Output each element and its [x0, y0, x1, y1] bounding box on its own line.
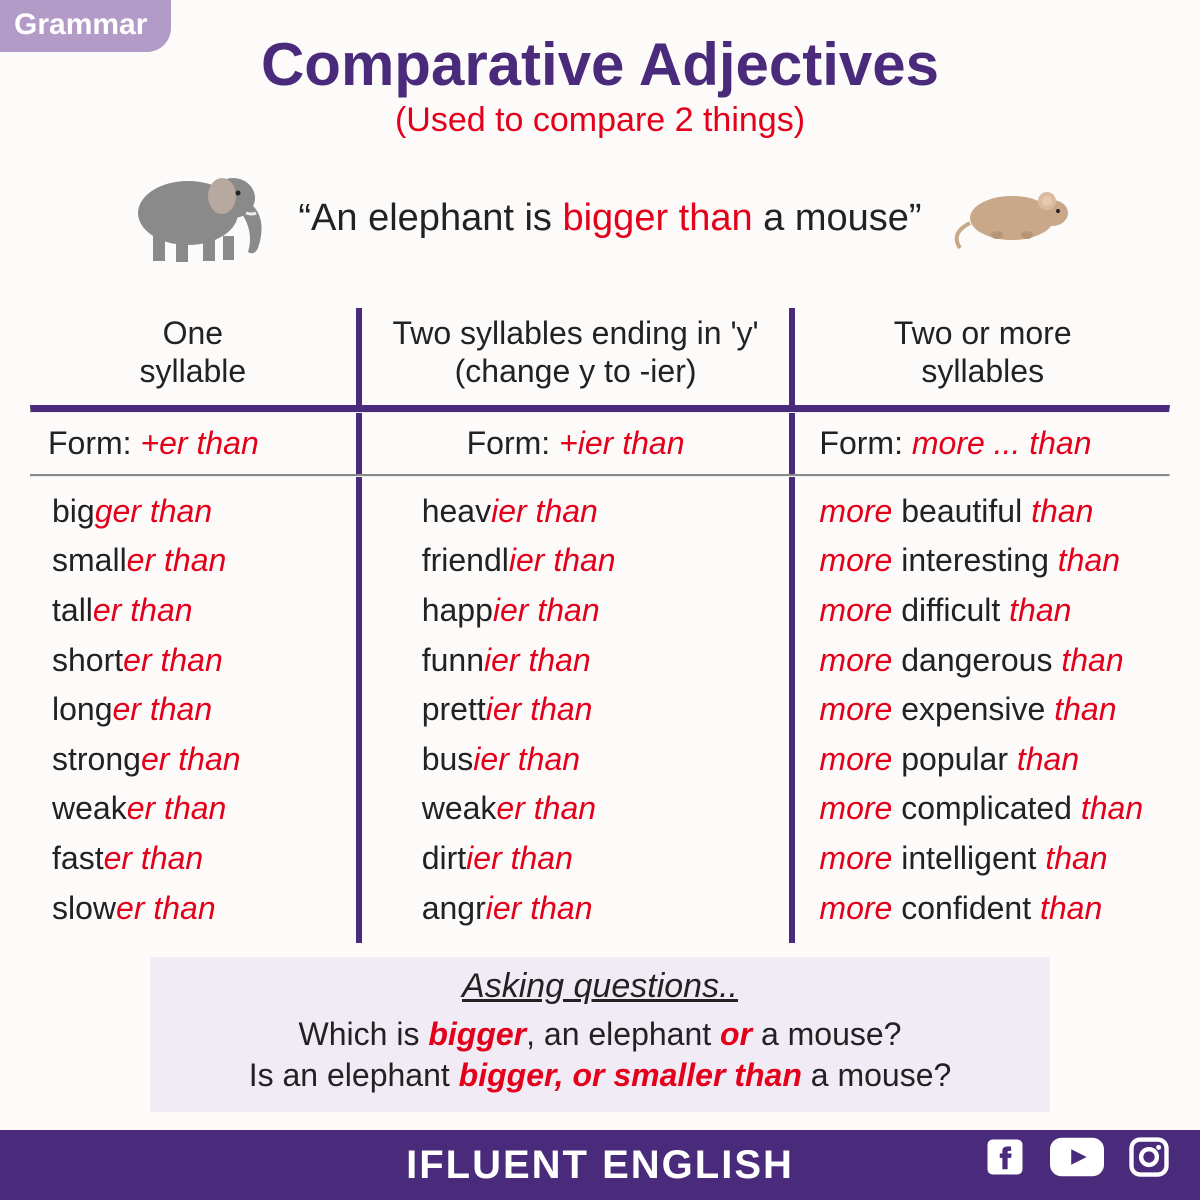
table-row: more difficult than: [819, 586, 1152, 636]
questions-box: Asking questions.. Which is bigger, an e…: [150, 957, 1050, 1112]
facebook-icon[interactable]: [984, 1136, 1026, 1188]
table-row: busier than: [422, 735, 772, 785]
grammar-tag: Grammar: [0, 0, 171, 52]
words-row: bigger thansmaller thantaller thanshorte…: [30, 477, 1170, 943]
comparison-table: One syllable Two syllables ending in 'y'…: [30, 308, 1170, 943]
table-row: more interesting than: [819, 536, 1152, 586]
table-row: more confident than: [819, 884, 1152, 934]
table-row: slower than: [52, 884, 338, 934]
table-row: more expensive than: [819, 685, 1152, 735]
table-row: faster than: [52, 834, 338, 884]
page-subtitle: (Used to compare 2 things): [0, 101, 1200, 140]
table-row: more complicated than: [819, 784, 1152, 834]
table-row: longer than: [52, 685, 338, 735]
table-row: weaker than: [422, 784, 772, 834]
elephant-icon: [118, 158, 268, 278]
table-row: more dangerous than: [819, 636, 1152, 686]
form-col1: Form: +er than: [30, 413, 356, 474]
social-icons: [984, 1136, 1170, 1188]
table-row: more beautiful than: [819, 487, 1152, 537]
table-row: shorter than: [52, 636, 338, 686]
instagram-icon[interactable]: [1128, 1136, 1170, 1188]
example-sentence: “An elephant is bigger than a mouse”: [0, 158, 1200, 278]
example-highlight: bigger than: [562, 197, 752, 239]
table-row: smaller than: [52, 536, 338, 586]
table-row: prettier than: [422, 685, 772, 735]
page-title: Comparative Adjectives: [0, 30, 1200, 99]
youtube-icon[interactable]: [1050, 1136, 1104, 1188]
table-row: taller than: [52, 586, 338, 636]
table-row: bigger than: [52, 487, 338, 537]
table-headers: One syllable Two syllables ending in 'y'…: [30, 308, 1170, 405]
form-col2: Form: +ier than: [356, 413, 796, 474]
form-row: Form: +er than Form: +ier than Form: mor…: [30, 413, 1170, 474]
table-row: stronger than: [52, 735, 338, 785]
header-col1: One syllable: [30, 308, 356, 405]
footer-bar: IFLUENT ENGLISH: [0, 1130, 1200, 1200]
question-2: Is an elephant bigger, or smaller than a…: [170, 1057, 1030, 1094]
example-pre: “An elephant is: [298, 197, 562, 239]
table-row: more popular than: [819, 735, 1152, 785]
divider-thick: [30, 405, 1170, 413]
example-text: “An elephant is bigger than a mouse”: [298, 197, 921, 240]
header-col3: Two or more syllables: [795, 308, 1170, 405]
words-col1: bigger thansmaller thantaller thanshorte…: [30, 477, 356, 943]
table-row: heavier than: [422, 487, 772, 537]
table-row: angrier than: [422, 884, 772, 934]
mouse-icon: [952, 173, 1082, 263]
form-col3: Form: more ... than: [795, 413, 1170, 474]
question-1: Which is bigger, an elephant or a mouse?: [170, 1016, 1030, 1053]
table-row: happier than: [422, 586, 772, 636]
words-col3: more beautiful thanmore interesting than…: [795, 477, 1170, 943]
table-row: friendlier than: [422, 536, 772, 586]
table-row: weaker than: [52, 784, 338, 834]
example-post: a mouse”: [753, 197, 922, 239]
words-col2: heavier thanfriendlier thanhappier thanf…: [356, 477, 796, 943]
table-row: dirtier than: [422, 834, 772, 884]
footer-brand: IFLUENT ENGLISH: [406, 1143, 794, 1188]
questions-heading: Asking questions..: [462, 967, 738, 1006]
table-row: funnier than: [422, 636, 772, 686]
header-col2: Two syllables ending in 'y' (change y to…: [356, 308, 796, 405]
title-block: Comparative Adjectives (Used to compare …: [0, 0, 1200, 140]
table-row: more intelligent than: [819, 834, 1152, 884]
